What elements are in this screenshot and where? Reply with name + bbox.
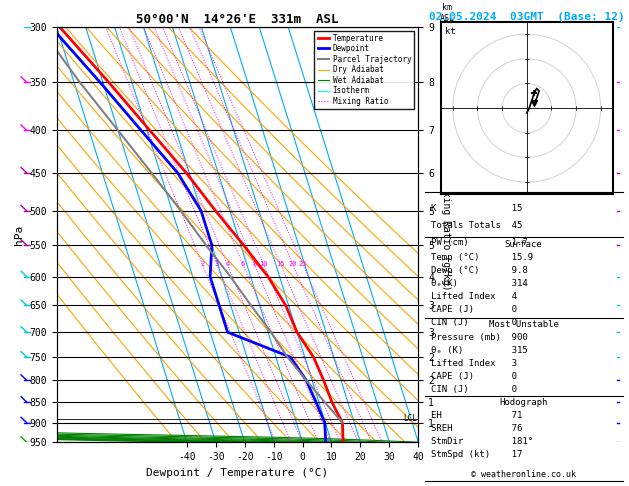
X-axis label: Dewpoint / Temperature (°C): Dewpoint / Temperature (°C): [147, 468, 328, 478]
Text: Totals Totals  45: Totals Totals 45: [430, 221, 522, 230]
Text: 4: 4: [225, 261, 230, 267]
Text: LCL: LCL: [403, 414, 417, 423]
Text: θₑ (K)         315: θₑ (K) 315: [430, 346, 527, 354]
Legend: Temperature, Dewpoint, Parcel Trajectory, Dry Adiabat, Wet Adiabat, Isotherm, Mi: Temperature, Dewpoint, Parcel Trajectory…: [314, 31, 415, 109]
Text: 02.05.2024  03GMT  (Base: 12): 02.05.2024 03GMT (Base: 12): [429, 12, 625, 22]
Text: 15: 15: [276, 261, 285, 267]
Text: 25: 25: [299, 261, 307, 267]
Text: StmDir         181°: StmDir 181°: [430, 436, 533, 446]
Text: Pressure (mb)  900: Pressure (mb) 900: [430, 332, 527, 342]
Y-axis label: hPa: hPa: [14, 225, 24, 244]
Text: StmSpd (kt)    17: StmSpd (kt) 17: [430, 450, 522, 459]
Text: CAPE (J)       0: CAPE (J) 0: [430, 371, 516, 381]
Text: Lifted Index   3: Lifted Index 3: [430, 359, 516, 367]
Text: CIN (J)        0: CIN (J) 0: [430, 384, 516, 394]
Text: 10: 10: [259, 261, 268, 267]
Text: 20: 20: [289, 261, 297, 267]
Text: Hodograph: Hodograph: [499, 398, 548, 407]
Text: PW (cm)        1.7: PW (cm) 1.7: [430, 238, 527, 247]
Text: Lifted Index   4: Lifted Index 4: [430, 292, 516, 301]
Text: Temp (°C)      15.9: Temp (°C) 15.9: [430, 253, 533, 261]
Text: 2: 2: [200, 261, 204, 267]
Text: © weatheronline.co.uk: © weatheronline.co.uk: [471, 469, 576, 479]
Text: km
ASL: km ASL: [440, 3, 455, 22]
Text: CIN (J)        0: CIN (J) 0: [430, 318, 516, 327]
Text: EH             71: EH 71: [430, 411, 522, 419]
Text: Surface: Surface: [505, 240, 542, 249]
Text: CAPE (J)       0: CAPE (J) 0: [430, 305, 516, 314]
Text: 6: 6: [241, 261, 245, 267]
Text: kt: kt: [445, 27, 456, 36]
Text: Most Unstable: Most Unstable: [489, 320, 559, 329]
Y-axis label: Mixing Ratio (g/kg): Mixing Ratio (g/kg): [440, 179, 450, 290]
Text: SREH           76: SREH 76: [430, 424, 522, 433]
Text: 8: 8: [252, 261, 257, 267]
Text: K              15: K 15: [430, 204, 522, 212]
Text: Dewp (°C)      9.8: Dewp (°C) 9.8: [430, 266, 527, 275]
Title: 50°00'N  14°26'E  331m  ASL: 50°00'N 14°26'E 331m ASL: [136, 13, 338, 26]
Text: θₑ(K)          314: θₑ(K) 314: [430, 279, 527, 288]
Text: 3: 3: [214, 261, 219, 267]
